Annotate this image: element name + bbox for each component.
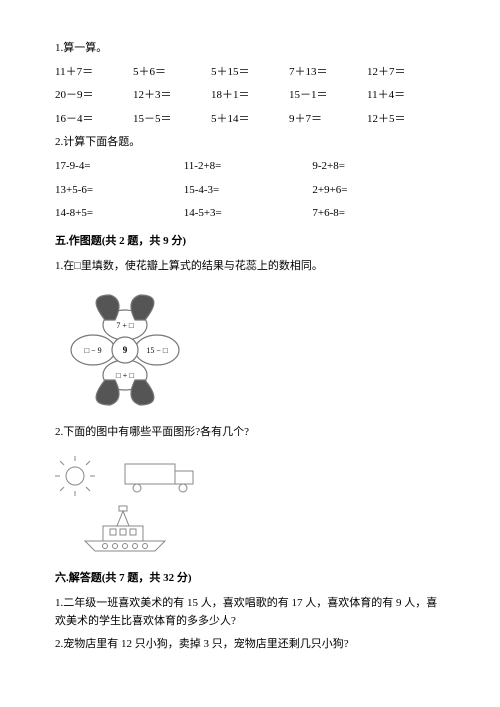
eq-cell: 16－4＝ (55, 111, 133, 129)
eq-cell: 7＋13＝ (289, 64, 367, 82)
eq-cell: 5＋14＝ (211, 111, 289, 129)
q1-row-2: 16－4＝ 15－5＝ 5＋14＝ 9＋7＝ 12＋5＝ (55, 111, 445, 129)
eq-cell: 12＋7＝ (367, 64, 445, 82)
eq-cell: 15-4-3= (184, 182, 313, 200)
eq-cell: 11-2+8= (184, 158, 313, 176)
eq-cell: 18＋1＝ (211, 87, 289, 105)
eq-cell: 11＋4＝ (367, 87, 445, 105)
q2-row-0: 17-9-4= 11-2+8= 9-2+8= (55, 158, 445, 176)
eq-cell: 13+5-6= (55, 182, 184, 200)
eq-cell: 14-5+3= (184, 205, 313, 223)
eq-cell: 12＋5＝ (367, 111, 445, 129)
shapes-figure (55, 456, 445, 556)
sec5-q1: 1.在□里填数，使花瓣上算式的结果与花蕊上的数相同。 (55, 258, 445, 276)
eq-cell: 14-8+5= (55, 205, 184, 223)
eq-cell: 11＋7＝ (55, 64, 133, 82)
q1-title: 1.算一算。 (55, 40, 445, 58)
eq-cell: 12＋3＝ (133, 87, 211, 105)
section6-head: 六.解答题(共 7 题，共 32 分) (55, 570, 445, 588)
flower-figure: 9 7 + □ □ − 9 15 − □ □ + □ (55, 290, 445, 410)
flower-left: □ − 9 (84, 346, 101, 355)
eq-cell: 2+9+6= (312, 182, 441, 200)
eq-cell: 5＋6＝ (133, 64, 211, 82)
eq-cell: 9-2+8= (312, 158, 441, 176)
sec5-q2: 2.下面的图中有哪些平面图形?各有几个? (55, 424, 445, 442)
eq-cell: 15－1＝ (289, 87, 367, 105)
section5-head: 五.作图题(共 2 题，共 9 分) (55, 233, 445, 251)
eq-cell: 5＋15＝ (211, 64, 289, 82)
eq-cell: 7+6-8= (312, 205, 441, 223)
eq-cell: 9＋7＝ (289, 111, 367, 129)
flower-top: 7 + □ (116, 321, 134, 330)
q2-title: 2.计算下面各题。 (55, 134, 445, 152)
sec6-q2: 2.宠物店里有 12 只小狗，卖掉 3 只，宠物店里还剩几只小狗? (55, 636, 445, 654)
flower-bottom: □ + □ (116, 371, 134, 380)
eq-cell: 15－5＝ (133, 111, 211, 129)
flower-right: 15 − □ (146, 346, 168, 355)
eq-cell: 17-9-4= (55, 158, 184, 176)
q1-row-1: 20－9＝ 12＋3＝ 18＋1＝ 15－1＝ 11＋4＝ (55, 87, 445, 105)
eq-cell: 20－9＝ (55, 87, 133, 105)
flower-center: 9 (123, 345, 128, 355)
q1-row-0: 11＋7＝ 5＋6＝ 5＋15＝ 7＋13＝ 12＋7＝ (55, 64, 445, 82)
q2-row-1: 13+5-6= 15-4-3= 2+9+6= (55, 182, 445, 200)
q2-row-2: 14-8+5= 14-5+3= 7+6-8= (55, 205, 445, 223)
sec6-q1: 1.二年级一班喜欢美术的有 15 人，喜欢唱歌的有 17 人，喜欢体育的有 9 … (55, 595, 445, 630)
